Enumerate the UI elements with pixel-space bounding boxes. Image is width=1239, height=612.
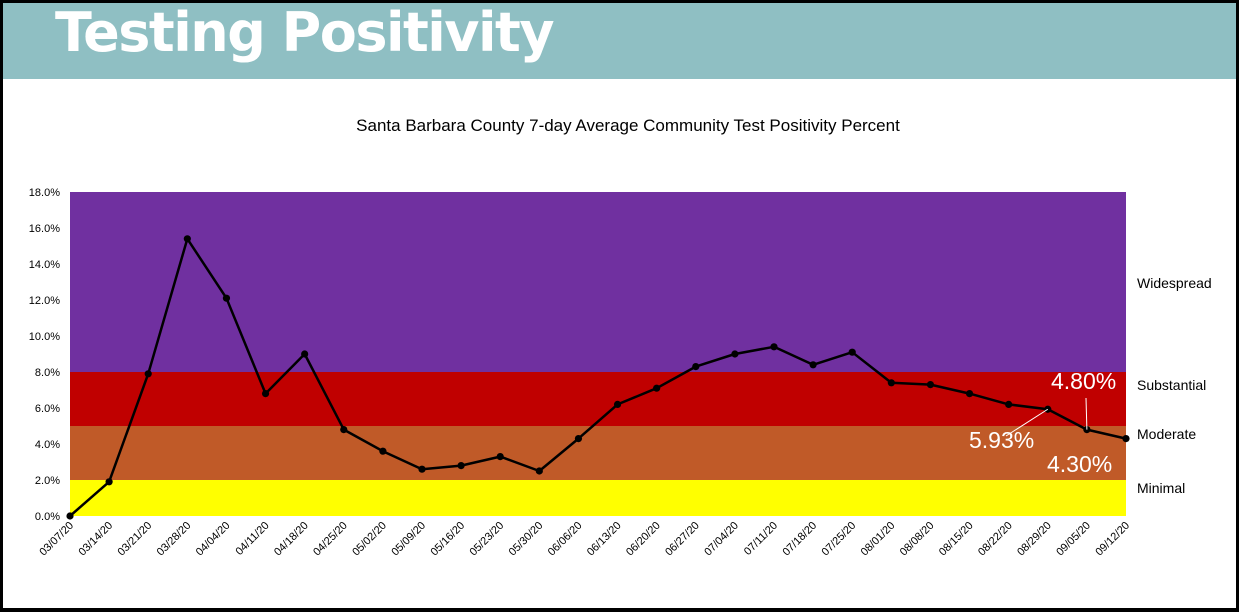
annotation-label: 4.30% — [1047, 451, 1112, 477]
x-tick-label: 04/25/20 — [311, 520, 350, 559]
slide-frame: Testing Positivity Santa Barbara County … — [3, 3, 1236, 608]
y-tick-label: 0.0% — [35, 511, 60, 523]
data-point — [770, 343, 778, 351]
x-tick-label: 08/01/20 — [859, 520, 898, 559]
zone-label-widespread: Widespread — [1137, 275, 1212, 291]
positivity-chart: Santa Barbara County 7-day Average Commu… — [29, 116, 1212, 559]
x-tick-label: 03/07/20 — [37, 520, 76, 559]
x-tick-label: 05/30/20 — [507, 520, 546, 559]
page-title: Testing Positivity — [55, 3, 555, 64]
x-tick-label: 05/23/20 — [468, 520, 507, 559]
x-tick-label: 08/15/20 — [937, 520, 976, 559]
x-tick-label: 09/05/20 — [1054, 520, 1093, 559]
zone-band-substantial — [70, 372, 1126, 426]
x-tick-label: 07/18/20 — [780, 520, 819, 559]
data-point — [965, 390, 974, 398]
x-tick-label: 07/25/20 — [820, 520, 859, 559]
data-point — [731, 350, 739, 358]
x-tick-label: 05/02/20 — [350, 520, 389, 559]
x-tick-label: 06/06/20 — [546, 520, 585, 559]
y-tick-label: 6.0% — [35, 403, 60, 415]
y-tick-label: 10.0% — [29, 331, 60, 343]
y-tick-label: 16.0% — [29, 223, 60, 235]
data-point — [105, 478, 113, 486]
x-tick-label: 04/18/20 — [272, 520, 311, 559]
data-point — [261, 390, 270, 398]
x-tick-label: 06/27/20 — [663, 520, 702, 559]
annotation-label: 4.80% — [1051, 368, 1116, 394]
annotation-leader — [1005, 408, 1049, 437]
data-point — [183, 235, 191, 243]
y-tick-label: 12.0% — [29, 295, 60, 307]
data-point — [379, 447, 387, 455]
x-tick-label: 06/20/20 — [624, 520, 663, 559]
data-point — [66, 512, 74, 520]
data-point — [848, 348, 856, 356]
zone-label-minimal: Minimal — [1137, 480, 1185, 496]
data-point — [418, 465, 426, 473]
data-point — [457, 462, 465, 470]
series-line — [69, 237, 1127, 517]
header-bar: Testing Positivity — [3, 3, 1236, 79]
zone-label-moderate: Moderate — [1137, 426, 1196, 442]
x-tick-label: 07/11/20 — [742, 520, 780, 558]
data-point — [692, 363, 700, 371]
x-tick-label: 06/13/20 — [585, 520, 624, 559]
data-point — [496, 453, 504, 461]
y-tick-label: 8.0% — [35, 367, 60, 379]
y-tick-label: 18.0% — [29, 187, 60, 199]
data-point — [144, 370, 152, 378]
x-tick-label: 04/11/20 — [233, 520, 271, 558]
data-point — [653, 384, 661, 392]
x-tick-label: 09/12/20 — [1093, 520, 1132, 559]
data-point — [301, 350, 309, 358]
y-tick-label: 4.0% — [35, 439, 60, 451]
y-tick-label: 2.0% — [35, 475, 60, 487]
data-point — [887, 379, 895, 387]
chart-title: Santa Barbara County 7-day Average Commu… — [356, 116, 900, 135]
data-point — [535, 467, 543, 475]
x-tick-label: 03/21/20 — [116, 520, 155, 559]
zone-band-moderate — [70, 426, 1126, 480]
data-point — [1122, 435, 1130, 443]
zone-band-minimal — [70, 480, 1126, 516]
data-point — [809, 361, 817, 369]
y-tick-label: 14.0% — [29, 259, 60, 271]
data-point — [613, 400, 622, 408]
annotation-label: 5.93% — [969, 427, 1034, 453]
x-tick-label: 08/22/20 — [976, 520, 1015, 559]
x-tick-label: 07/04/20 — [702, 520, 741, 559]
x-tick-label: 03/28/20 — [155, 520, 194, 559]
x-tick-label: 04/04/20 — [194, 520, 233, 559]
data-point — [926, 381, 935, 389]
x-tick-label: 08/08/20 — [898, 520, 937, 559]
data-point — [340, 426, 348, 434]
zone-label-substantial: Substantial — [1137, 377, 1206, 393]
x-tick-label: 05/09/20 — [389, 520, 428, 559]
data-point — [222, 294, 231, 302]
x-tick-label: 03/14/20 — [76, 520, 115, 559]
zone-band-widespread — [70, 192, 1126, 372]
data-point — [1005, 400, 1013, 408]
x-tick-label: 05/16/20 — [428, 520, 467, 559]
data-point — [574, 435, 583, 443]
x-tick-label: 08/29/20 — [1015, 520, 1054, 559]
annotation-leader — [1085, 397, 1088, 430]
